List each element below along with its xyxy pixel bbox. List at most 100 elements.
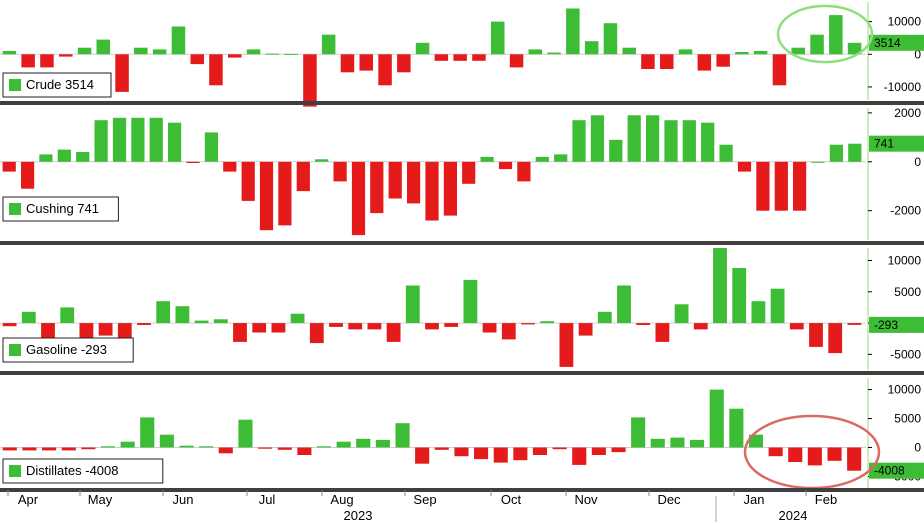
bar	[397, 54, 411, 73]
bar	[847, 447, 862, 471]
latest-value-label: -293	[874, 318, 898, 332]
x-tick-label: Jun	[173, 492, 194, 507]
legend: Distillates -4008	[2, 458, 164, 484]
bar	[443, 161, 457, 216]
bar	[425, 323, 439, 330]
bar	[415, 447, 430, 464]
legend-label: Crude 3514	[26, 77, 94, 92]
x-tick-label: Jul	[259, 492, 276, 507]
bar	[2, 161, 16, 172]
legend-box	[2, 458, 164, 484]
bar	[501, 323, 516, 340]
bar	[535, 156, 549, 162]
bar	[772, 54, 787, 86]
bar	[462, 161, 476, 184]
panel-dividers	[0, 101, 924, 492]
bar	[100, 446, 115, 448]
bar	[296, 161, 310, 192]
y-tick-label: 0	[914, 155, 921, 169]
bar	[682, 120, 696, 162]
panel-cushing: 2000 0 -2000 741 Cushing 741	[0, 106, 924, 240]
bar	[434, 447, 449, 450]
bar	[847, 42, 862, 55]
y-tick-label: -2000	[890, 204, 921, 218]
bar	[554, 154, 568, 162]
bar	[59, 54, 73, 57]
bar	[117, 323, 132, 339]
bar	[309, 323, 324, 344]
bar	[241, 161, 255, 201]
bar	[190, 54, 204, 65]
bar	[336, 441, 351, 448]
bar	[572, 447, 587, 465]
bar	[472, 54, 486, 61]
bar	[81, 447, 96, 450]
legend: Crude 3514	[2, 72, 112, 98]
bar	[375, 439, 390, 448]
legend-swatch	[9, 79, 21, 91]
x-tick-label: Jan	[744, 492, 765, 507]
bar	[252, 323, 267, 333]
bar	[646, 115, 660, 162]
bar	[2, 51, 17, 55]
bar	[690, 439, 705, 448]
bar	[664, 120, 678, 162]
bar	[156, 301, 171, 324]
bar	[828, 323, 843, 354]
bar	[386, 323, 401, 342]
y-tick-label: 10000	[888, 383, 922, 397]
bar	[356, 438, 371, 448]
x-tick-label: Aug	[330, 492, 353, 507]
bar	[517, 161, 531, 182]
bar	[39, 154, 53, 162]
bar	[578, 323, 593, 336]
bar	[650, 438, 665, 448]
bar	[674, 304, 689, 324]
bar	[218, 447, 233, 454]
y-tick-label: 5000	[894, 412, 921, 426]
bar	[701, 122, 715, 162]
panel-divider	[0, 488, 924, 492]
bar	[622, 47, 636, 55]
highlight-circle-green	[776, 4, 874, 64]
bar	[454, 447, 469, 457]
bar	[482, 323, 497, 333]
bar	[789, 323, 804, 330]
bar	[810, 34, 824, 55]
bar	[378, 54, 392, 86]
bar	[829, 15, 843, 55]
y-tick-label: 10000	[888, 15, 922, 29]
y-tick-label: 0	[914, 47, 921, 61]
bar	[660, 54, 674, 69]
bar	[407, 161, 421, 204]
bar	[175, 306, 190, 324]
latest-value-label: -4008	[874, 464, 905, 478]
bar	[370, 161, 384, 214]
bar	[591, 447, 606, 455]
bar	[258, 447, 273, 449]
bar	[41, 323, 55, 342]
legend-box	[2, 196, 119, 222]
bar	[278, 161, 292, 226]
latest-value-badge	[869, 316, 924, 333]
bar	[678, 49, 693, 55]
legend-swatch	[9, 344, 21, 356]
legend: Cushing 741	[2, 196, 119, 222]
bar	[847, 323, 862, 325]
bar	[552, 447, 567, 450]
bar	[265, 53, 280, 55]
bar	[94, 120, 108, 162]
legend: Gasoline -293	[2, 337, 134, 363]
bar	[199, 446, 214, 448]
bar	[333, 161, 347, 182]
bar	[609, 139, 623, 162]
bar	[693, 323, 708, 330]
bar	[228, 54, 242, 58]
bar	[559, 323, 574, 367]
bar	[415, 42, 430, 55]
bar	[829, 144, 843, 162]
bar	[532, 447, 547, 455]
bar	[434, 54, 449, 61]
